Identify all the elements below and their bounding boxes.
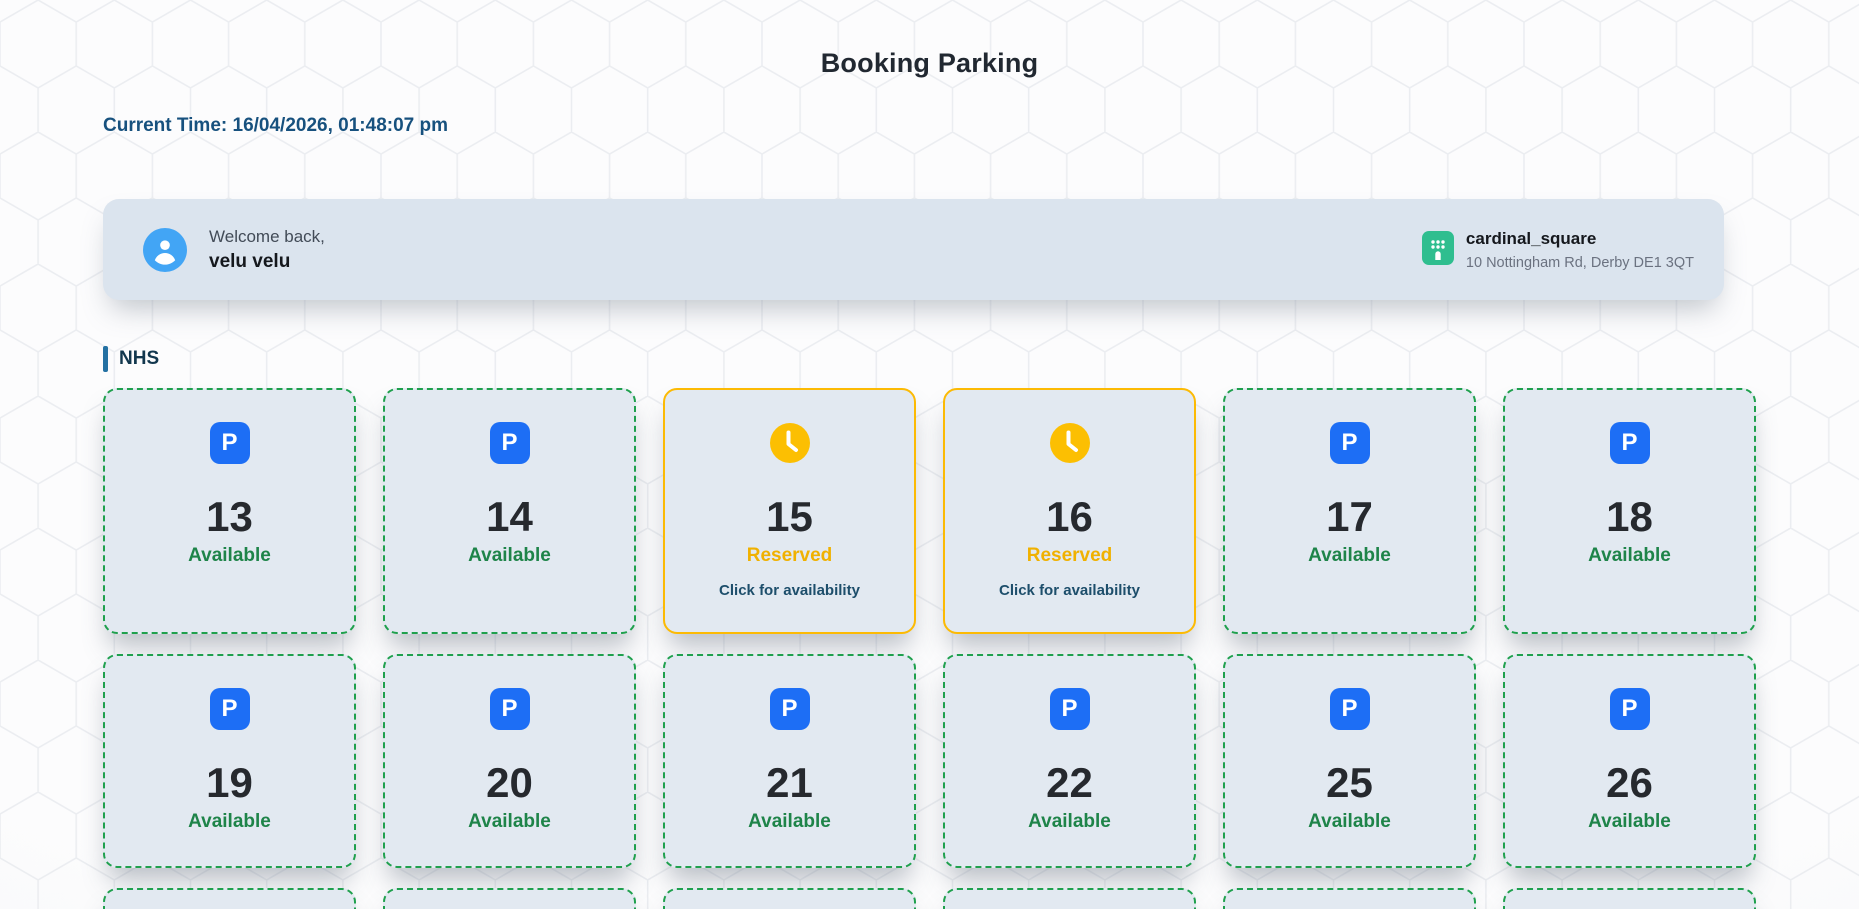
parking-glyph: P bbox=[781, 695, 798, 722]
parking-spot-card-13[interactable]: P 13 Available bbox=[103, 388, 356, 634]
welcome-user-block: Welcome back, velu velu bbox=[143, 227, 325, 273]
parking-spot-card-partial-15[interactable] bbox=[943, 888, 1196, 909]
clock-icon bbox=[769, 422, 811, 464]
spot-number: 16 bbox=[1046, 493, 1093, 540]
spot-number: 25 bbox=[1326, 759, 1373, 806]
parking-spot-card-partial-16[interactable] bbox=[1223, 888, 1476, 909]
location-block: cardinal_square 10 Nottingham Rd, Derby … bbox=[1421, 229, 1694, 271]
current-time-value: 16/04/2026, 01:48:07 pm bbox=[232, 115, 449, 136]
parking-spot-card-partial-17[interactable] bbox=[1503, 888, 1756, 909]
parking-spot-card-22[interactable]: P 22 Available bbox=[943, 654, 1196, 868]
booking-parking-page: Booking Parking Current Time: 16/04/2026… bbox=[103, 0, 1756, 909]
current-time: Current Time: 16/04/2026, 01:48:07 pm bbox=[103, 115, 1756, 137]
location-address: 10 Nottingham Rd, Derby DE1 3QT bbox=[1465, 254, 1694, 271]
parking-spot-card-17[interactable]: P 17 Available bbox=[1223, 388, 1476, 634]
spot-number: 21 bbox=[766, 759, 813, 806]
spot-status: Available bbox=[1588, 811, 1671, 833]
parking-spot-card-14[interactable]: P 14 Available bbox=[383, 388, 636, 634]
parking-spot-grid: P 13 Available P 14 Available P bbox=[103, 388, 1756, 909]
spot-availability-hint: Click for availability bbox=[999, 582, 1140, 600]
parking-spot-card-20[interactable]: P 20 Available bbox=[383, 654, 636, 868]
spot-status: Available bbox=[1308, 545, 1391, 567]
page-title: Booking Parking bbox=[820, 48, 1039, 78]
parking-glyph: P bbox=[221, 695, 238, 722]
parking-p-icon: P bbox=[1609, 688, 1650, 730]
location-text: cardinal_square 10 Nottingham Rd, Derby … bbox=[1466, 229, 1694, 271]
parking-p-icon: P bbox=[1329, 688, 1370, 730]
building-icon bbox=[1421, 230, 1454, 265]
parking-spot-card-partial-13[interactable] bbox=[383, 888, 636, 909]
user-avatar-icon bbox=[143, 227, 187, 272]
parking-spot-card-partial-14[interactable] bbox=[663, 888, 916, 909]
parking-spot-card-19[interactable]: P 19 Available bbox=[103, 654, 356, 868]
parking-p-icon: P bbox=[769, 688, 810, 730]
spot-number: 17 bbox=[1326, 493, 1373, 540]
spot-status: Available bbox=[468, 545, 551, 567]
spot-status: Available bbox=[1588, 545, 1671, 567]
spot-status: Reserved bbox=[1026, 545, 1113, 567]
parking-spot-card-partial-12[interactable] bbox=[103, 888, 356, 909]
spot-number: 15 bbox=[766, 493, 813, 540]
spot-status: Available bbox=[1308, 811, 1391, 833]
welcome-username: velu velu bbox=[209, 250, 291, 272]
parking-glyph: P bbox=[1061, 695, 1078, 722]
parking-glyph: P bbox=[1341, 429, 1358, 456]
clock-icon bbox=[1049, 422, 1091, 464]
spot-status: Available bbox=[748, 811, 831, 833]
welcome-banner: Welcome back, velu velu cardinal_square … bbox=[103, 199, 1724, 300]
parking-glyph: P bbox=[501, 695, 518, 722]
spot-number: 26 bbox=[1606, 759, 1653, 806]
parking-glyph: P bbox=[221, 429, 238, 456]
section-accent-bar bbox=[103, 346, 108, 372]
parking-p-icon: P bbox=[489, 688, 530, 730]
welcome-greeting: Welcome back, bbox=[209, 226, 325, 246]
current-time-label: Current Time: bbox=[103, 115, 228, 136]
parking-p-icon: P bbox=[209, 422, 250, 464]
spot-status: Available bbox=[188, 811, 271, 833]
spot-number: 18 bbox=[1606, 493, 1653, 540]
parking-spot-card-25[interactable]: P 25 Available bbox=[1223, 654, 1476, 868]
spot-number: 13 bbox=[206, 493, 253, 540]
parking-spot-card-15[interactable]: P 15 Reserved Click for availability bbox=[663, 388, 916, 634]
parking-p-icon: P bbox=[489, 422, 530, 464]
spot-number: 20 bbox=[486, 759, 533, 806]
parking-glyph: P bbox=[501, 429, 518, 456]
spot-availability-hint: Click for availability bbox=[719, 582, 860, 600]
parking-glyph: P bbox=[1621, 695, 1638, 722]
parking-spot-card-21[interactable]: P 21 Available bbox=[663, 654, 916, 868]
parking-spot-card-16[interactable]: P 16 Reserved Click for availability bbox=[943, 388, 1196, 634]
spot-status: Available bbox=[188, 545, 271, 567]
spot-status: Available bbox=[1028, 811, 1111, 833]
parking-p-icon: P bbox=[209, 688, 250, 730]
spot-status: Reserved bbox=[746, 545, 833, 567]
spot-status: Available bbox=[468, 811, 551, 833]
spot-number: 14 bbox=[486, 493, 533, 540]
spot-number: 22 bbox=[1046, 759, 1093, 806]
parking-glyph: P bbox=[1341, 695, 1358, 722]
parking-spot-card-18[interactable]: P 18 Available bbox=[1503, 388, 1756, 634]
section-header-nhs: NHS bbox=[103, 346, 1756, 372]
spot-number: 19 bbox=[206, 759, 253, 806]
parking-p-icon: P bbox=[1049, 688, 1090, 730]
parking-spot-card-26[interactable]: P 26 Available bbox=[1503, 654, 1756, 868]
parking-glyph: P bbox=[1621, 429, 1638, 456]
welcome-text: Welcome back, velu velu bbox=[209, 227, 325, 273]
parking-p-icon: P bbox=[1609, 422, 1650, 464]
parking-p-icon: P bbox=[1329, 422, 1370, 464]
section-title: NHS bbox=[119, 348, 160, 369]
location-name: cardinal_square bbox=[1465, 228, 1597, 248]
